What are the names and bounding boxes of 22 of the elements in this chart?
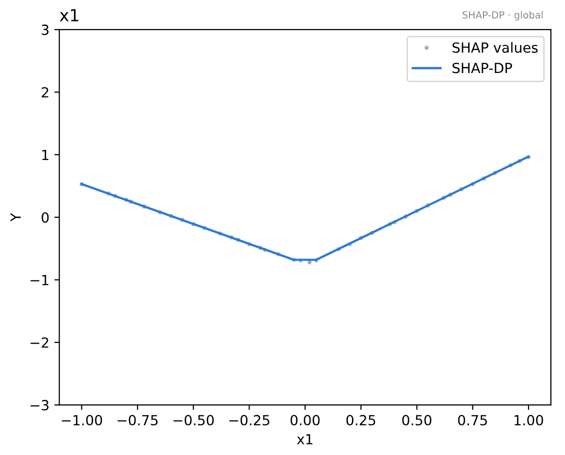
x-tick-label: 0.50 bbox=[402, 414, 432, 426]
x-tick-label: −0.50 bbox=[174, 414, 214, 426]
chart-title: x1 bbox=[60, 9, 78, 22]
x-tick-label: 1.00 bbox=[514, 414, 544, 426]
y-tick-label: 3 bbox=[42, 24, 48, 36]
y-tick-label: −2 bbox=[30, 337, 48, 348]
y-tick-label: −1 bbox=[30, 274, 48, 286]
x-axis-title: x1 bbox=[296, 434, 312, 444]
legend-label: SHAP values bbox=[452, 42, 538, 53]
x-tick-label: −0.75 bbox=[118, 414, 158, 426]
x-tick-label: 0.25 bbox=[346, 414, 376, 426]
y-axis-title: Y bbox=[10, 212, 21, 222]
y-tick-label: 1 bbox=[42, 150, 48, 160]
text: SHAP-DP · global bbox=[462, 11, 543, 20]
x-tick-label: −1.00 bbox=[62, 414, 102, 426]
x-tick-label: 0.00 bbox=[290, 414, 320, 426]
y-tick-label: 2 bbox=[42, 87, 48, 98]
x-tick-label: −0.25 bbox=[229, 414, 270, 426]
legend-label: SHAP-DP bbox=[452, 62, 512, 74]
x-tick-label: 0.75 bbox=[458, 414, 487, 426]
y-tick-label: −3 bbox=[30, 400, 48, 410]
y-tick-label: 0 bbox=[42, 212, 49, 223]
